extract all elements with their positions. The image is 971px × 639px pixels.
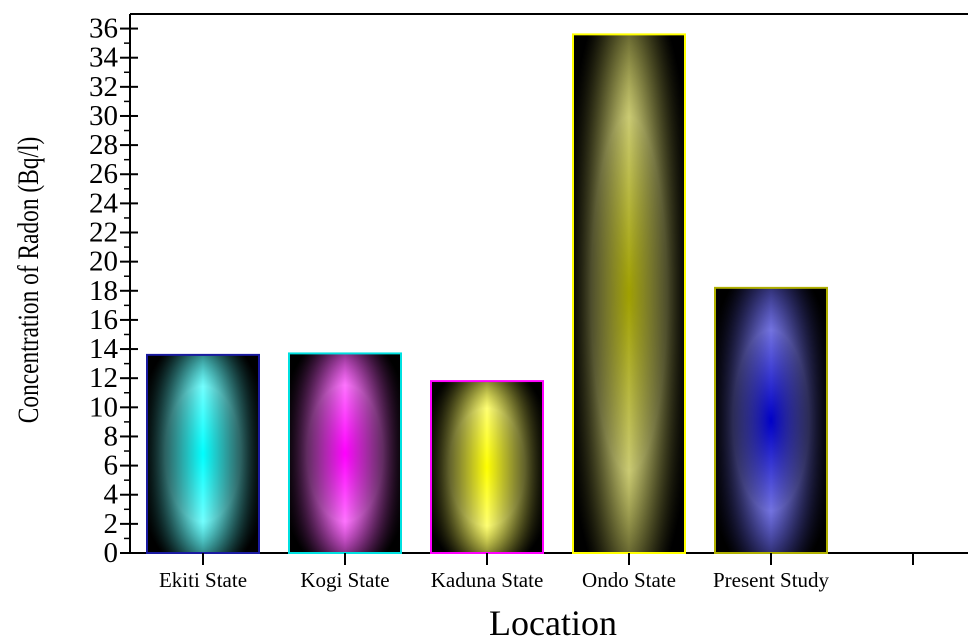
y-tick-label: 8 bbox=[104, 420, 119, 452]
y-tick-label: 10 bbox=[89, 391, 118, 423]
y-tick-label: 14 bbox=[89, 333, 119, 365]
y-tick-label: 6 bbox=[104, 450, 119, 482]
y-tick-label: 2 bbox=[104, 508, 119, 540]
y-tick-label: 34 bbox=[89, 42, 119, 74]
bar-shade bbox=[716, 288, 826, 552]
y-tick-label: 18 bbox=[89, 275, 118, 307]
plot-frame bbox=[129, 13, 968, 554]
x-tick-label: Present Study bbox=[713, 568, 830, 592]
y-tick-label: 12 bbox=[89, 362, 118, 394]
bar-shade bbox=[432, 382, 542, 552]
y-tick-label: 4 bbox=[104, 479, 119, 511]
y-tick-label: 28 bbox=[89, 129, 118, 161]
y-tick-label: 32 bbox=[89, 71, 118, 103]
y-axis-title: Concentration of Radon (Bq/l) bbox=[11, 137, 44, 423]
y-tick-label: 24 bbox=[89, 187, 119, 219]
y-tick-label: 26 bbox=[89, 158, 118, 190]
x-tick-label: Kogi State bbox=[300, 568, 389, 592]
y-tick-label: 22 bbox=[89, 217, 118, 249]
y-tick-label: 30 bbox=[89, 100, 118, 132]
x-axis: Ekiti State Kogi State Kaduna State Ondo St… bbox=[159, 553, 914, 592]
y-tick-label: 0 bbox=[104, 537, 119, 569]
bar-shade bbox=[290, 354, 400, 552]
y-tick-label: 16 bbox=[89, 304, 118, 336]
x-tick-label: Kaduna State bbox=[431, 568, 544, 592]
y-tick-label: 36 bbox=[89, 13, 118, 45]
x-axis-title: Location bbox=[489, 603, 617, 639]
x-tick-label: Ekiti State bbox=[159, 568, 247, 592]
bars bbox=[146, 33, 828, 555]
x-tick-label: Ondo State bbox=[582, 568, 676, 592]
y-tick-label: 20 bbox=[89, 246, 118, 278]
bar-shade bbox=[574, 35, 684, 553]
bar-shade bbox=[148, 355, 258, 552]
